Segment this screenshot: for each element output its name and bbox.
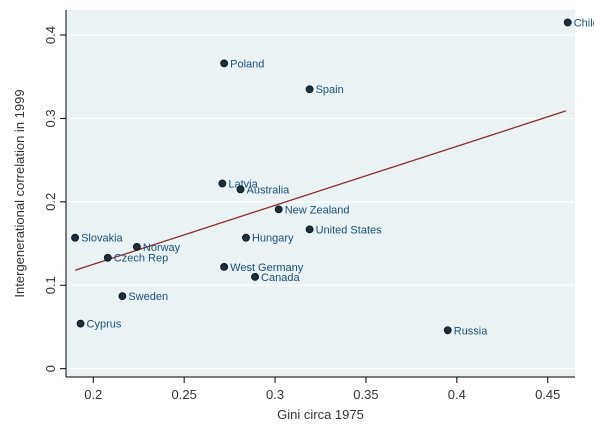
- x-tick-label: 0.25: [172, 387, 197, 402]
- point-chile: [563, 18, 572, 27]
- point-united-states: [305, 225, 314, 234]
- point-label-cyprus: Cyprus: [87, 319, 122, 331]
- x-tick-label: 0.4: [448, 387, 466, 402]
- y-tick-label: 0.2: [43, 193, 58, 211]
- point-label-west-germany: West Germany: [230, 262, 304, 274]
- point-label-united-states: United States: [316, 224, 383, 236]
- point-label-hungary: Hungary: [252, 233, 294, 245]
- x-tick-label: 0.2: [84, 387, 102, 402]
- point-sweden: [118, 292, 127, 300]
- point-label-norway: Norway: [143, 242, 181, 254]
- gridlines: [66, 34, 575, 370]
- point-label-spain: Spain: [316, 84, 344, 96]
- fit-line: [74, 110, 567, 271]
- point-slovakia: [71, 233, 79, 242]
- point-label-slovakia: Slovakia: [81, 233, 123, 245]
- point-canada: [251, 273, 259, 281]
- y-axis-title: Intergenerational correlation in 1999: [12, 89, 27, 297]
- point-norway: [132, 242, 141, 251]
- point-spain: [305, 85, 314, 94]
- point-australia: [236, 185, 245, 194]
- point-label-australia: Australia: [247, 184, 291, 196]
- point-cyprus: [76, 319, 85, 328]
- x-tick-label: 0.3: [266, 387, 284, 402]
- point-label-poland: Poland: [230, 58, 264, 70]
- y-tick-label: 0.1: [43, 276, 58, 294]
- point-label-czech-rep: Czech Rep: [114, 253, 168, 265]
- point-latvia: [218, 179, 227, 188]
- y-tick-label: 0.4: [43, 26, 58, 44]
- plot-background: [66, 10, 575, 377]
- fit-line-group: [74, 110, 567, 271]
- point-label-chile: Chile: [574, 18, 594, 30]
- point-label-canada: Canada: [261, 272, 300, 284]
- point-label-new-zealand: New Zealand: [285, 204, 350, 216]
- point-czech-rep: [103, 253, 112, 262]
- point-label-russia: Russia: [454, 325, 489, 337]
- point-poland: [220, 59, 229, 68]
- axes: 0.2 0.25 0.3 0.35 0.4 0.45 0 0.1 0.2 0.3 0.4: [43, 10, 575, 402]
- point-russia: [443, 326, 452, 335]
- point-label-latvia: Latvia: [228, 178, 258, 190]
- y-tick-label: 0.3: [43, 109, 58, 127]
- point-west-germany: [220, 262, 229, 271]
- point-hungary: [242, 233, 250, 242]
- x-axis-title: Gini circa 1975: [277, 407, 364, 422]
- point-label-sweden: Sweden: [128, 291, 168, 303]
- x-tick-label: 0.45: [535, 387, 560, 402]
- x-tick-label: 0.35: [353, 387, 378, 402]
- y-tick-label: 0: [43, 365, 58, 372]
- point-new-zealand: [274, 205, 283, 214]
